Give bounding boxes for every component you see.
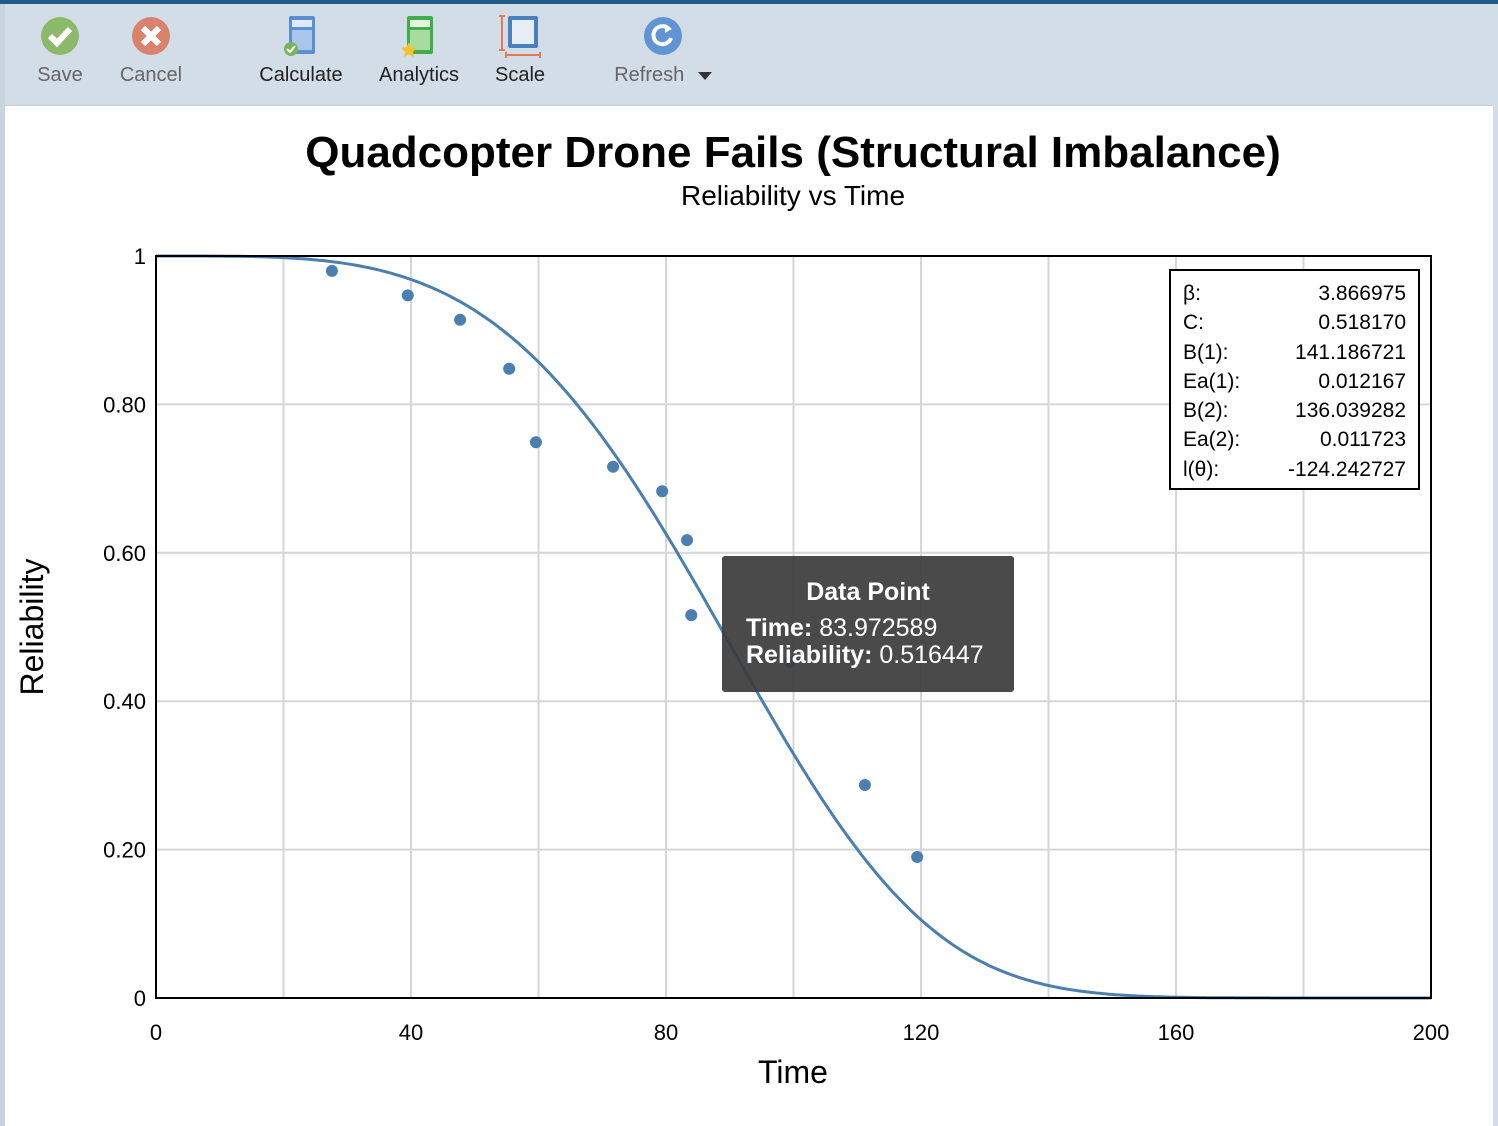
window-right-edge [1493,105,1498,1126]
toolbar: Save Cancel Calculate Analytics Scale Re… [0,4,1498,106]
data-point [454,313,467,326]
legend-value: 0.518170 [1318,311,1406,335]
legend-row: Ea(2): 0.011723 [1171,425,1418,454]
x-tick-label: 80 [654,1020,678,1045]
cancel-button[interactable]: Cancel [112,14,190,87]
calculator-icon [284,16,315,56]
analytics-calculator-icon [401,16,433,57]
data-point [858,779,871,792]
checkmark-icon [41,17,79,55]
y-tick-label: 0.80 [103,392,146,417]
legend-label: Ea(1): [1183,369,1241,393]
legend-row: Ea(1): 0.012167 [1171,367,1418,396]
scale-button[interactable]: Scale [488,14,552,87]
cancel-label: Cancel [119,64,183,86]
y-tick-label: 0.60 [103,541,146,566]
data-point-tooltip: Data Point Time: 83.972589 Reliability: … [722,556,1014,692]
tooltip-reliability-value: 0.516447 [879,641,984,669]
chart-subtitle: Reliability vs Time [680,180,906,211]
data-point [656,485,669,498]
tooltip-reliability-label: Reliability: [746,641,873,669]
chart-title: Quadcopter Drone Fails (Structural Imbal… [305,128,1281,177]
legend-label: Ea(2): [1183,428,1241,452]
tooltip-time-label: Time: [746,614,813,642]
x-tick-label: 120 [903,1020,940,1045]
save-button[interactable]: Save [30,14,90,87]
legend-row: β: 3.866975 [1171,279,1418,308]
legend-row: B(2): 136.039282 [1171,396,1418,425]
dropdown-arrow-icon[interactable] [697,71,712,80]
calculate-button[interactable]: Calculate [252,14,350,87]
legend-value: -124.242727 [1288,457,1406,481]
data-point [401,289,414,302]
refresh-icon [644,17,682,55]
legend-value: 0.011723 [1319,428,1406,452]
legend-label: C: [1183,311,1204,335]
tooltip-time-value: 83.972589 [819,614,938,642]
parameters-legend: β: 3.866975 C: 0.518170 B(1): 141.186721 Ea… [1169,269,1420,490]
legend-row: l(θ): -124.242727 [1171,455,1418,484]
calculate-label: Calculate [259,64,343,86]
analytics-button[interactable]: Analytics [372,14,466,87]
scale-label: Scale [494,64,546,86]
legend-label: β: [1183,282,1201,305]
x-axis-label: Time [758,1054,828,1090]
refresh-label: Refresh [614,64,685,86]
legend-value: 136.039282 [1295,399,1406,423]
data-point [911,851,924,864]
y-tick-label: 0 [134,986,146,1011]
legend-row: C: 0.518170 [1171,308,1418,337]
analytics-label: Analytics [378,64,460,86]
data-point [325,264,338,277]
x-tick-label: 0 [150,1020,162,1045]
y-tick-label: 0.40 [103,689,146,714]
legend-value: 3.866975 [1318,282,1406,305]
x-tick-label: 40 [399,1020,423,1045]
cancel-icon [132,17,170,55]
data-point [607,460,620,473]
data-point [685,609,698,622]
legend-label: B(2): [1183,399,1229,423]
x-tick-label: 160 [1158,1020,1195,1045]
legend-value: 141.186721 [1295,340,1406,364]
y-axis-label: Reliability [14,559,50,696]
scale-icon [499,15,541,58]
data-point [529,436,542,449]
window-top-bar [0,0,1498,4]
data-point [503,362,516,375]
legend-label: B(1): [1183,340,1229,364]
data-point [681,534,694,547]
refresh-button[interactable]: Refresh [608,14,718,87]
legend-value: 0.012167 [1318,369,1406,393]
tooltip-title: Data Point [806,578,930,606]
y-tick-label: 0.20 [103,838,146,863]
legend-label: l(θ): [1183,457,1220,481]
x-tick-label: 200 [1413,1020,1450,1045]
y-tick-label: 1 [134,244,146,269]
save-label: Save [37,64,83,86]
plot-frame [155,255,1432,999]
legend-row: B(1): 141.186721 [1171,338,1418,367]
window-left-edge [0,4,5,1126]
